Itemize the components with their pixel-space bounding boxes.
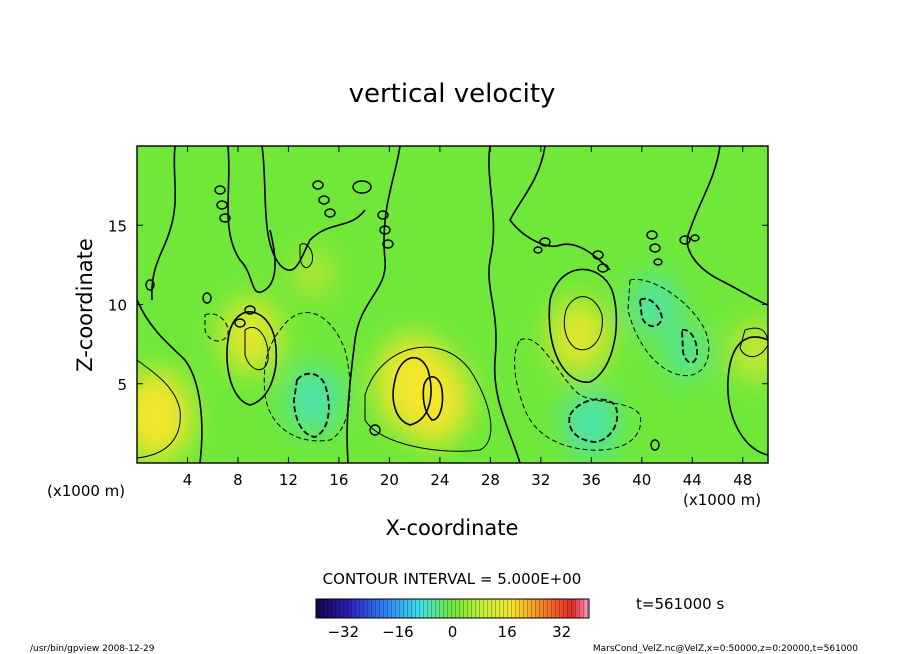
y-tick-label: 10: [108, 297, 127, 315]
field-feature: [294, 248, 333, 297]
x-tick-label: 48: [733, 471, 752, 489]
x-tick-label: 40: [632, 471, 651, 489]
x-tick-label: 8: [233, 471, 243, 489]
y-tick-label: 5: [117, 376, 127, 394]
field-feature: [287, 366, 341, 433]
contour-line: [137, 299, 203, 463]
contour-line: [151, 146, 177, 301]
colorbar-tick-label: 16: [498, 623, 517, 641]
x-axis: 4 8 12 16 20 24 28 32 36 40 44 48: [183, 146, 752, 489]
contour-line: [299, 243, 314, 269]
contour-line: [422, 376, 444, 421]
field-feature: [664, 325, 708, 380]
x-tick-label: 4: [183, 471, 193, 489]
colorbar-tick-label: 32: [552, 623, 571, 641]
field-feature: [220, 298, 281, 374]
colorbar-tick-label: 0: [448, 623, 458, 641]
field-feature: [137, 370, 192, 461]
x-axis-label: X-coordinate: [386, 516, 519, 540]
field-feature: [397, 354, 470, 445]
x-tick-label: 32: [531, 471, 550, 489]
contour-lines: [137, 146, 768, 463]
footer-right: MarsCond_VelZ.nc@VelZ,x=0:50000,z=0:2000…: [593, 644, 858, 654]
chart-title: vertical velocity: [349, 79, 556, 109]
footer-left: /usr/bin/gpview 2008-12-29: [30, 644, 155, 654]
time-text: t=561000 s: [636, 595, 724, 613]
colorbar-tick-label: −32: [327, 623, 359, 641]
y-axis-label: Z-coordinate: [73, 238, 97, 372]
small-contour-loops: [145, 180, 700, 451]
x-unit-left: (x1000 m): [47, 482, 125, 500]
colorbar-frame: [315, 598, 590, 619]
contour-interval-text: CONTOUR INTERVAL = 5.000E+00: [323, 570, 582, 588]
contour-line: [727, 336, 768, 456]
contour-line: [293, 372, 330, 438]
contour-line: [346, 146, 401, 463]
contour-line: [548, 268, 618, 383]
x-tick-label: 12: [279, 471, 298, 489]
contour-line: [563, 296, 603, 351]
contour-line: [137, 359, 181, 459]
x-tick-label: 44: [683, 471, 702, 489]
contour-line: [568, 398, 619, 443]
x-tick-label: 16: [329, 471, 348, 489]
contour-line: [681, 328, 698, 364]
y-tick-label: 15: [108, 217, 127, 235]
contour-line: [263, 312, 351, 442]
x-tick-label: 24: [430, 471, 449, 489]
colorbar-tick-label: −16: [382, 623, 414, 641]
colorbar-ticks: −32 −16 0 16 32: [327, 623, 571, 641]
field-feature: [731, 322, 768, 383]
plot-area: [137, 146, 768, 463]
x-tick-label: 20: [380, 471, 399, 489]
colorbar: −32 −16 0 16 32: [315, 598, 590, 641]
contour-line: [627, 278, 710, 377]
contour-line: [514, 338, 642, 451]
contour-line: [392, 356, 432, 426]
contour-line: [261, 146, 366, 271]
contour-line: [639, 297, 663, 328]
contour-line: [686, 146, 768, 306]
x-unit-right: (x1000 m): [683, 491, 761, 509]
field-feature: [564, 390, 618, 457]
field-feature: [548, 298, 609, 374]
contour-line: [364, 346, 492, 452]
contour-line: [227, 146, 276, 293]
x-tick-label: 36: [582, 471, 601, 489]
colorbar-hatch: [316, 599, 589, 618]
contour-line: [204, 313, 229, 342]
contour-line: [488, 146, 521, 463]
contour-line: [244, 327, 269, 370]
y-axis: 5 10 15: [108, 217, 768, 394]
contour-line: [509, 146, 611, 271]
x-tick-label: 28: [481, 471, 500, 489]
